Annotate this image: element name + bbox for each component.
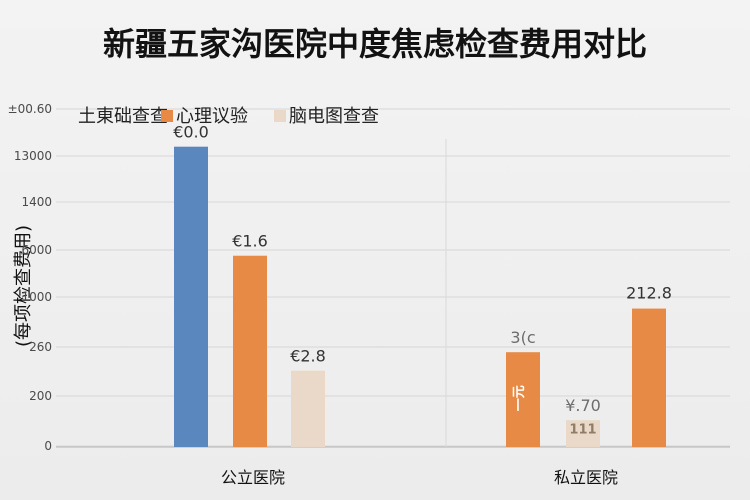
extra-bar-value-label-1: 212.8	[626, 284, 672, 303]
extra-bar-1	[632, 308, 666, 447]
bar-value-label-2-3: ¥.70	[565, 396, 601, 415]
legend-swatch-3	[274, 110, 286, 122]
bar-1-2	[233, 255, 267, 447]
y-tick-label-7: 13000	[14, 149, 52, 163]
bar-inner-label-2-3: 111	[569, 423, 596, 438]
bar-1-3	[291, 370, 325, 447]
legend-label-3: 脑电图查查	[289, 106, 379, 127]
y-tick-label-6: 1400	[21, 195, 52, 209]
bar-2-2	[506, 352, 540, 447]
bar-value-label-1-2: €1.6	[232, 232, 268, 251]
bar-value-label-1-1: €0.0	[173, 123, 209, 142]
y-tick-label-1: 0	[44, 439, 52, 453]
y-tick-label-3: 260	[29, 340, 52, 354]
chart-title: 新疆五家沟医院中度焦虑检查费用对比	[103, 25, 647, 63]
bar-inner-label-2-2: 一元	[512, 385, 527, 411]
legend-label-1: 土東础查查	[78, 106, 168, 127]
category-label-1: 公立医院	[221, 468, 285, 487]
legend-swatch-2	[161, 110, 173, 122]
y-tick-label-8: ±00.60	[8, 102, 52, 116]
y-tick-label-2: 200	[29, 389, 52, 403]
y-tick-label-4: 1000	[21, 290, 52, 304]
category-label-2: 私立医院	[554, 468, 618, 487]
bar-2-3	[566, 420, 600, 447]
legend-label-2: 心理议验	[176, 106, 248, 127]
y-axis-label: (每项检查费用)	[13, 225, 34, 347]
bar-value-label-1-3: €2.8	[290, 347, 326, 366]
bar-value-label-2-2: 3(c	[510, 328, 535, 347]
bar-1-1	[174, 146, 208, 447]
y-tick-label-5: 6000	[21, 243, 52, 257]
